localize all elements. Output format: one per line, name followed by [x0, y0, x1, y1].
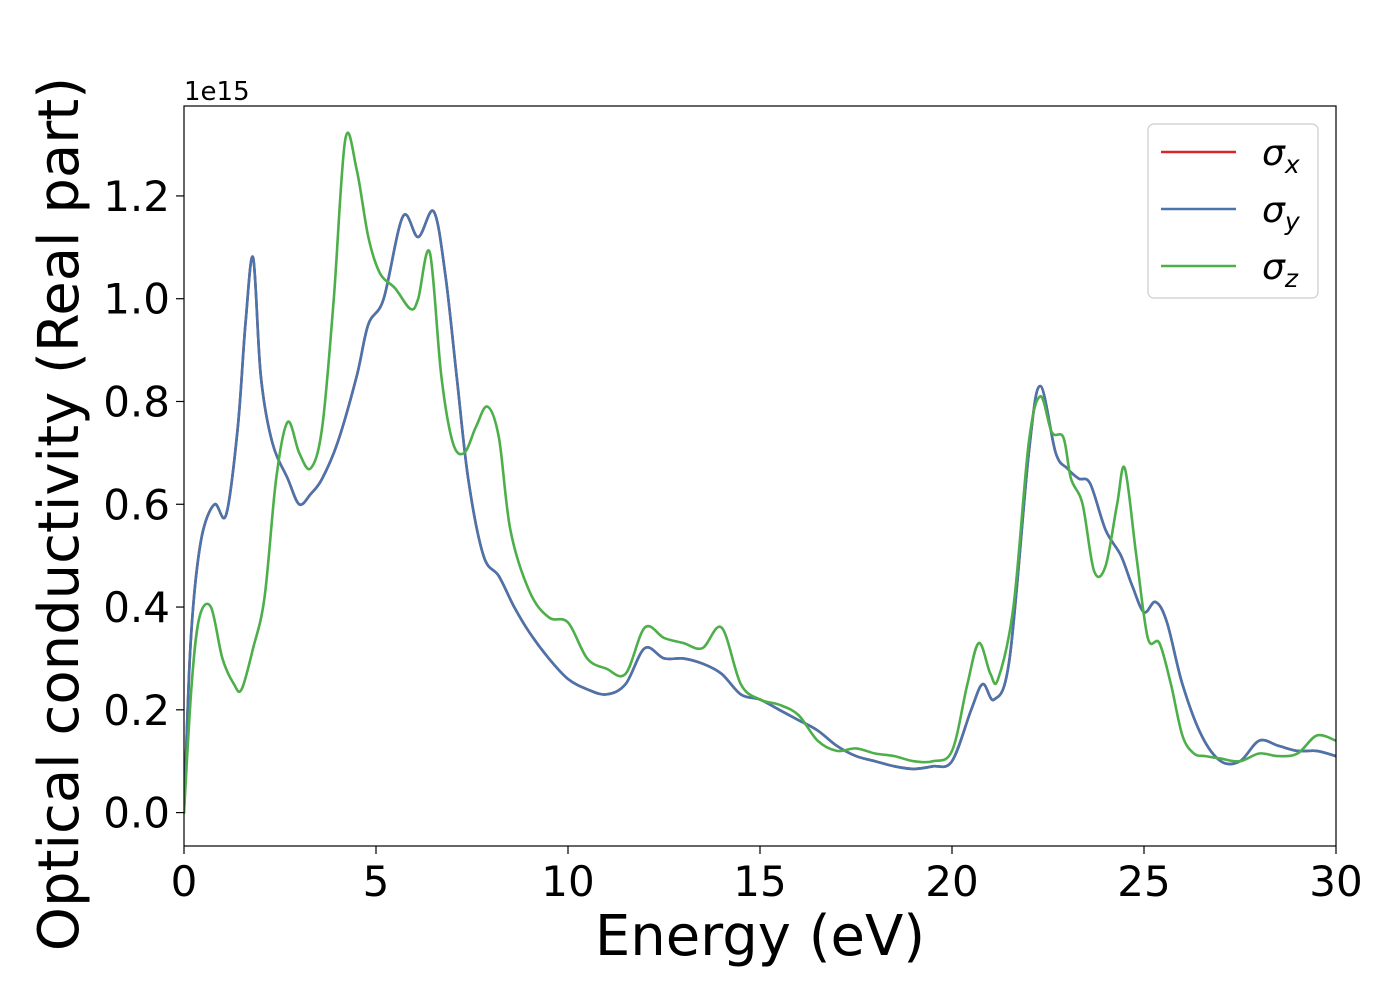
- series-layer: [184, 131, 1336, 814]
- x-axis-label: Energy (eV): [595, 904, 925, 969]
- y-tick-label: 1.0: [103, 275, 170, 324]
- series-line-y: [184, 209, 1336, 814]
- y-tick-label: 0.8: [103, 377, 170, 426]
- legend-box: [1147, 123, 1319, 299]
- x-axis-ticks: 0 5 10 15 20 25 30: [171, 846, 1363, 906]
- y-axis-offset-text: 1e15: [184, 77, 250, 107]
- x-tick-label: 5: [363, 857, 390, 906]
- x-tick-label: 25: [1117, 857, 1170, 906]
- y-tick-label: 0.0: [103, 789, 170, 838]
- x-tick-label: 15: [733, 857, 786, 906]
- x-tick-label: 30: [1309, 857, 1362, 906]
- y-tick-label: 0.2: [103, 686, 170, 735]
- x-tick-label: 20: [925, 857, 978, 906]
- y-tick-label: 0.4: [103, 583, 170, 632]
- x-tick-label: 0: [171, 857, 198, 906]
- y-axis-ticks: 0.0 0.2 0.4 0.6 0.8 1.0 1.2: [103, 172, 184, 838]
- series-line-z: [184, 131, 1336, 814]
- y-axis-label: Optical conductivity (Real part): [27, 77, 92, 951]
- y-tick-label: 0.6: [103, 480, 170, 529]
- y-tick-label: 1.2: [103, 172, 170, 221]
- x-tick-label: 10: [541, 857, 594, 906]
